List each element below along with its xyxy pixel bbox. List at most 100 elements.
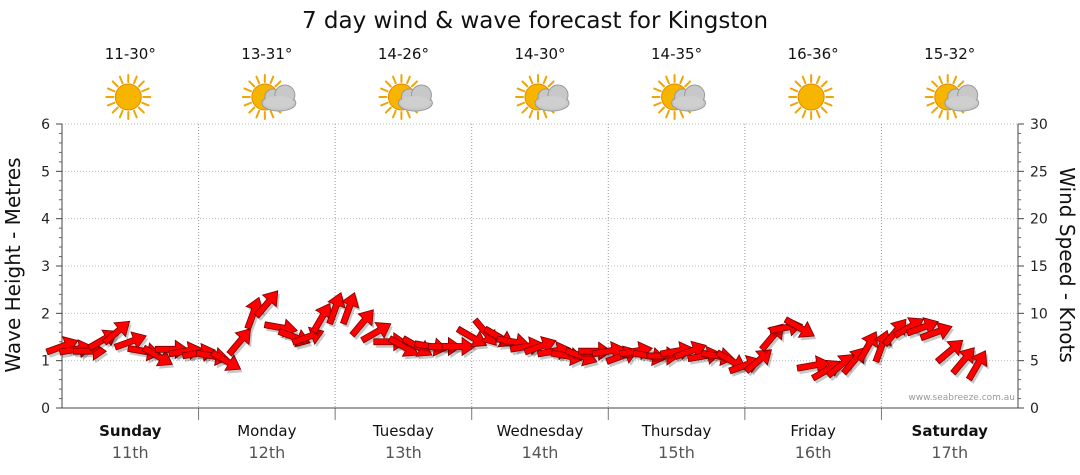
wind-arrow: [965, 350, 988, 382]
day-name: Wednesday: [497, 422, 584, 440]
sun-ray: [528, 75, 534, 85]
day-temperature: 11-30°: [105, 45, 156, 63]
sun-ray: [801, 75, 807, 85]
sun-ray: [542, 109, 548, 119]
day-temperature: 16-36°: [788, 45, 839, 63]
wind-arrow: [360, 322, 392, 344]
axes: 0 1 2 3 4 5 6 0 5 10 15 20 25 30 Sunday 11th Monday 12th T…: [41, 117, 1048, 462]
sun-ray: [111, 80, 119, 88]
sun-ray: [679, 109, 684, 119]
sun-ray: [411, 80, 418, 88]
sun-ray: [938, 109, 943, 119]
day-temperature: 14-35°: [651, 45, 702, 63]
day-name: Tuesday: [372, 422, 434, 440]
sun-ray: [820, 80, 828, 88]
sun-ray: [380, 101, 389, 107]
sun-disc: [797, 83, 825, 111]
sun-icon: [788, 74, 835, 120]
sun-ray: [243, 87, 252, 93]
sun-ray: [547, 80, 555, 88]
cloud-fill: [673, 96, 704, 108]
day-date: 12th: [248, 443, 285, 462]
sun-disc: [114, 83, 142, 111]
day-temperature: 14-30°: [514, 45, 565, 63]
sun-ray: [957, 80, 965, 88]
sun-ray: [952, 109, 958, 119]
right-tick-label: 15: [1030, 259, 1048, 275]
wind-arrow: [101, 320, 131, 346]
sun-cloud-icon: [924, 74, 980, 120]
sun-ray: [679, 75, 684, 85]
sun-ray: [658, 80, 665, 88]
wind-arrow: [141, 344, 173, 367]
sun-ray: [111, 106, 119, 114]
sun-ray: [141, 87, 150, 93]
sun-ray: [392, 109, 397, 119]
sun-ray: [665, 75, 670, 85]
sun-ray: [542, 75, 548, 85]
sun-ray: [255, 109, 261, 119]
left-tick-label: 5: [41, 164, 50, 180]
wind-arrow: [455, 325, 488, 348]
left-tick-label: 6: [41, 117, 50, 133]
sun-ray: [255, 75, 261, 85]
wind-arrow: [339, 291, 360, 326]
sun-ray: [118, 75, 124, 85]
plot-grid: [62, 123, 1018, 408]
right-tick-label: 30: [1030, 117, 1048, 133]
wind-arrow: [783, 316, 815, 338]
sun-ray: [794, 80, 802, 88]
left-tick-label: 0: [41, 401, 50, 417]
sun-ray: [106, 87, 116, 93]
sun-icon: [105, 74, 152, 120]
sun-ray: [794, 106, 802, 114]
right-tick-label: 0: [1030, 401, 1039, 417]
sun-ray: [243, 101, 252, 107]
sun-ray: [137, 106, 145, 114]
sun-ray: [133, 75, 138, 85]
sun-ray: [938, 75, 943, 85]
wind-arrow: [441, 336, 476, 357]
sun-ray: [789, 101, 799, 107]
right-axis-title: Wind Speed - Knots: [1055, 167, 1079, 363]
wind-arrow: [209, 349, 242, 371]
wind-arrow: [950, 347, 975, 376]
wind-arrow: [226, 328, 251, 357]
sun-ray: [521, 106, 529, 114]
right-tick-label: 20: [1030, 212, 1048, 228]
sun-cloud-icon: [241, 74, 297, 120]
sun-ray: [653, 87, 662, 93]
sun-ray: [384, 80, 392, 88]
sun-ray: [824, 87, 833, 93]
sun-ray: [274, 80, 282, 88]
sun-ray: [269, 109, 275, 119]
day-date: 16th: [795, 443, 832, 462]
wind-arrow: [934, 339, 964, 365]
sun-ray: [931, 106, 939, 114]
sun-ray: [248, 106, 256, 114]
day-name: Thursday: [641, 422, 712, 440]
day-date: 11th: [112, 443, 149, 462]
sun-ray: [380, 87, 389, 93]
day-name: Friday: [790, 422, 836, 440]
chart-title: 7 day wind & wave forecast for Kingston: [302, 8, 768, 34]
day-name: Sunday: [99, 422, 162, 440]
sun-cloud-icon: [378, 74, 433, 120]
sun-ray: [133, 109, 138, 119]
day-temperature: 13-31°: [241, 45, 292, 63]
cloud-fill: [537, 96, 567, 108]
day-date: 15th: [658, 443, 695, 462]
sun-cloud-icon: [515, 74, 570, 120]
sun-ray: [248, 80, 256, 88]
cloud-fill: [263, 96, 294, 108]
day-temperature: 14-26°: [378, 45, 429, 63]
sun-ray: [665, 109, 670, 119]
sun-ray: [406, 109, 411, 119]
sun-ray: [789, 87, 799, 93]
sun-ray: [269, 75, 275, 85]
wind-arrow: [244, 296, 264, 330]
sun-ray: [106, 101, 116, 107]
sun-ray: [815, 75, 821, 85]
sun-ray: [141, 101, 150, 107]
